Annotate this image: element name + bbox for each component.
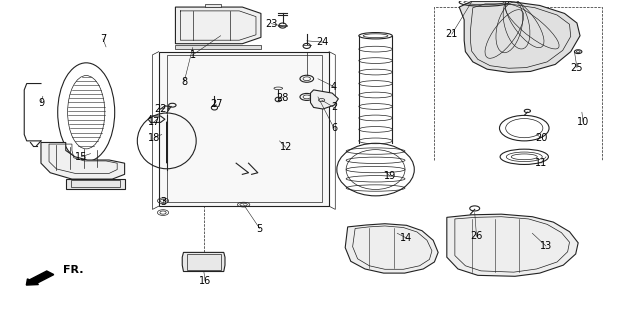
Text: 28: 28 (276, 93, 289, 103)
Polygon shape (182, 252, 225, 271)
Text: 26: 26 (470, 231, 483, 242)
Text: 14: 14 (401, 233, 413, 243)
Text: 11: 11 (535, 158, 547, 168)
Text: 13: 13 (540, 241, 552, 251)
Text: 23: 23 (265, 19, 278, 28)
Polygon shape (41, 142, 125, 179)
Text: 16: 16 (199, 276, 211, 286)
Text: 4: 4 (331, 82, 337, 92)
Text: 10: 10 (577, 117, 589, 127)
Polygon shape (159, 52, 329, 206)
Text: 9: 9 (38, 98, 44, 108)
Text: 27: 27 (210, 99, 222, 109)
Polygon shape (459, 1, 580, 72)
Polygon shape (447, 214, 578, 276)
Text: 6: 6 (331, 123, 337, 133)
Text: 17: 17 (148, 117, 161, 127)
Polygon shape (345, 224, 438, 273)
Text: 15: 15 (75, 152, 88, 162)
Polygon shape (310, 90, 338, 109)
Text: 1: 1 (189, 50, 196, 60)
Text: 8: 8 (181, 77, 187, 87)
Text: 3: 3 (160, 197, 166, 207)
Text: 19: 19 (384, 171, 396, 181)
Text: 22: 22 (154, 104, 167, 114)
Text: 21: 21 (446, 29, 458, 39)
Polygon shape (175, 45, 261, 50)
Text: 7: 7 (100, 34, 106, 44)
FancyArrow shape (26, 271, 54, 285)
Text: 25: 25 (571, 63, 583, 73)
Polygon shape (66, 179, 125, 189)
Text: 12: 12 (279, 142, 292, 152)
Polygon shape (205, 4, 220, 7)
Polygon shape (175, 7, 261, 44)
Text: 5: 5 (256, 223, 263, 234)
Text: 24: 24 (317, 37, 329, 47)
Text: 20: 20 (535, 133, 547, 143)
Text: FR.: FR. (63, 265, 83, 275)
Text: 2: 2 (331, 102, 337, 112)
Text: 18: 18 (148, 133, 160, 143)
